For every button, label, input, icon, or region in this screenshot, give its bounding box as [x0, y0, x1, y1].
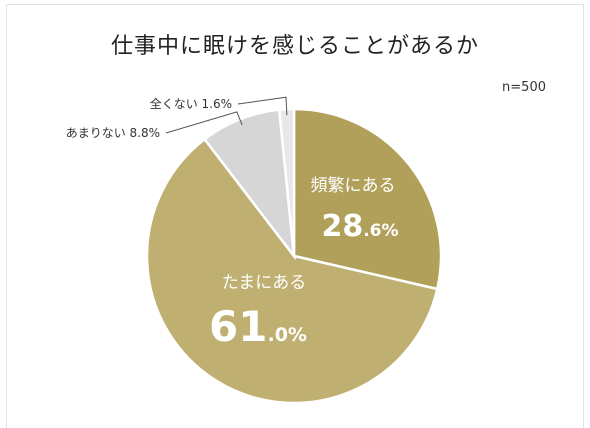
- slice-label-rarely: あまりない 8.8%: [66, 126, 160, 140]
- slice-value-frequent: 28.6%: [321, 209, 398, 244]
- leader-line-never: [237, 96, 288, 116]
- slice-value-frequent-num: 28: [321, 209, 363, 244]
- slice-label-frequent: 頻繁にある: [311, 176, 396, 196]
- slice-sometimes: [145, 137, 439, 405]
- leader-line-rarely: [165, 111, 243, 134]
- slice-frequent: [292, 107, 443, 291]
- sample-size-label: n=500: [502, 80, 546, 95]
- chart-title: 仕事中に眠けを感じることがあるか: [110, 34, 479, 59]
- slice-value-sometimes-dec: .0%: [267, 324, 306, 346]
- slice-value-sometimes: 61.0%: [209, 302, 307, 351]
- slice-label-sometimes: たまにある: [222, 273, 307, 293]
- leader-lines: [165, 96, 288, 134]
- slice-label-never: 全くない 1.6%: [150, 96, 232, 111]
- pie-slices: [145, 107, 443, 405]
- slice-value-frequent-dec: .6%: [363, 221, 398, 241]
- slice-value-sometimes-num: 61: [209, 302, 267, 351]
